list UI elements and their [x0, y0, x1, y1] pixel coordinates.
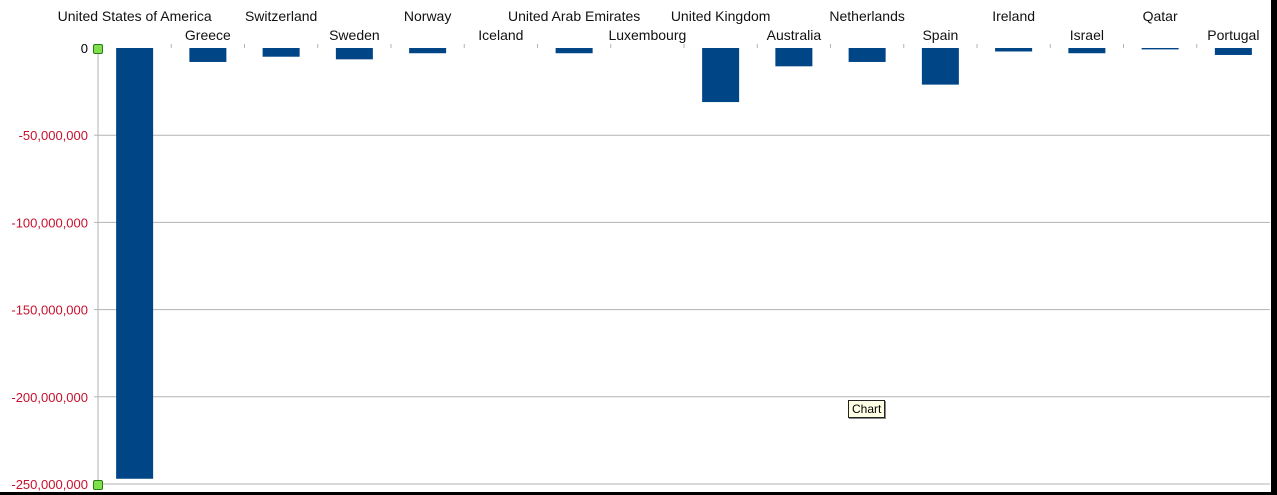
selection-handle-bottom[interactable] — [93, 480, 103, 490]
category-label: Netherlands — [829, 8, 905, 24]
y-tick-label: -200,000,000 — [11, 390, 88, 405]
y-tick-label: -50,000,000 — [19, 128, 88, 143]
bar — [848, 48, 886, 62]
bar — [262, 48, 300, 57]
category-label: United States of America — [58, 8, 212, 24]
selection-handle-top[interactable] — [93, 44, 103, 54]
category-label: Qatar — [1143, 8, 1178, 24]
bar — [335, 48, 373, 60]
bar — [189, 48, 227, 62]
bar — [555, 48, 593, 54]
category-label: Portugal — [1207, 27, 1259, 43]
category-label: United Kingdom — [671, 8, 771, 24]
bar — [1141, 48, 1179, 50]
category-label: Spain — [922, 27, 958, 43]
category-label: Sweden — [329, 27, 380, 43]
category-label: Ireland — [992, 8, 1035, 24]
bar — [116, 48, 154, 479]
category-label: Luxembourg — [608, 27, 686, 43]
y-tick-label: -250,000,000 — [11, 477, 88, 492]
category-label: Switzerland — [245, 8, 317, 24]
bar — [775, 48, 813, 67]
chart-tooltip: Chart — [848, 400, 886, 418]
category-label: Greece — [185, 27, 231, 43]
bar — [1214, 48, 1252, 55]
bar — [995, 48, 1033, 52]
category-label: Israel — [1070, 27, 1104, 43]
y-tick-label: -150,000,000 — [11, 303, 88, 318]
bar — [1068, 48, 1106, 54]
bar — [409, 48, 447, 54]
category-label: Australia — [767, 27, 822, 43]
category-label: United Arab Emirates — [508, 8, 640, 24]
y-tick-label: -100,000,000 — [11, 215, 88, 230]
y-tick-label: 0 — [81, 41, 88, 56]
category-label: Norway — [404, 8, 451, 24]
category-label: Iceland — [478, 27, 523, 43]
bar — [702, 48, 740, 103]
bar — [921, 48, 959, 85]
